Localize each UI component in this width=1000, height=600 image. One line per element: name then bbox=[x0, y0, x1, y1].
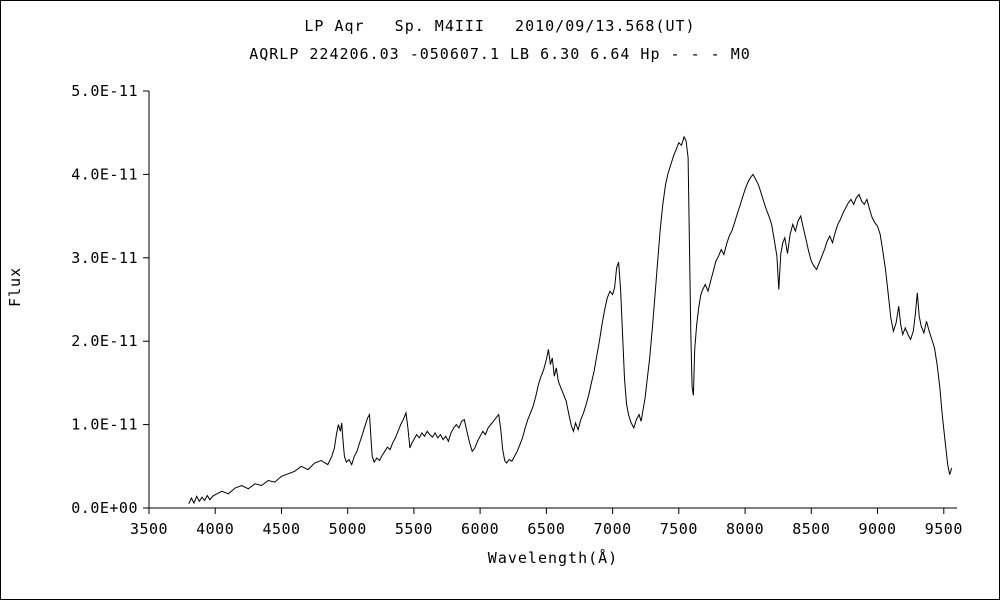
chart-title: LP Aqr Sp. M4III 2010/09/13.568(UT) bbox=[304, 17, 696, 35]
x-tick-label: 4500 bbox=[262, 520, 300, 538]
x-tick-label: 8500 bbox=[792, 520, 830, 538]
y-tick-label: 2.0E-11 bbox=[71, 332, 138, 350]
y-tick-label: 0.0E+00 bbox=[71, 499, 138, 517]
x-axis-label: Wavelength(Å) bbox=[487, 549, 619, 567]
x-tick-label: 6000 bbox=[461, 520, 499, 538]
x-tick-label: 5000 bbox=[329, 520, 367, 538]
y-tick-label: 5.0E-11 bbox=[71, 82, 138, 100]
x-tick-label: 9500 bbox=[925, 520, 963, 538]
spectrum-line bbox=[188, 135, 953, 505]
x-tick-label: 6500 bbox=[527, 520, 565, 538]
y-tick-label: 3.0E-11 bbox=[71, 249, 138, 267]
x-tick-label: 4000 bbox=[196, 520, 234, 538]
x-tick-label: 7000 bbox=[594, 520, 632, 538]
chart-subtitle: AQRLP 224206.03 -050607.1 LB 6.30 6.64 H… bbox=[249, 45, 751, 63]
x-tick-label: 5500 bbox=[395, 520, 433, 538]
y-tick-label: 4.0E-11 bbox=[71, 165, 138, 183]
x-tick-label: 3500 bbox=[130, 520, 168, 538]
x-tick-label: 7500 bbox=[660, 520, 698, 538]
y-tick-label: 1.0E-11 bbox=[71, 416, 138, 434]
x-tick-label: 8000 bbox=[726, 520, 764, 538]
x-tick-label: 9000 bbox=[858, 520, 896, 538]
